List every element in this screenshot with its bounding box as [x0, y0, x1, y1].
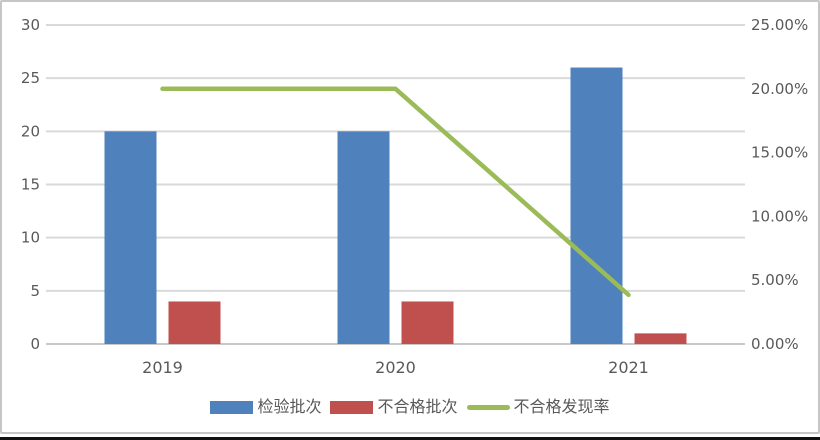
- legend-item-unqualified-rate: 不合格发现率: [466, 397, 610, 416]
- bar-unqualified-batches-2021: [634, 333, 687, 344]
- left-axis-tick-label: 15: [21, 176, 40, 194]
- legend-swatch-unqualified-rate: [466, 404, 510, 410]
- left-axis-tick-label: 30: [21, 16, 40, 34]
- legend-item-unqualified-batches: 不合格批次: [330, 397, 458, 416]
- legend-label-inspected-batches: 检验批次: [257, 397, 322, 416]
- left-axis-tick-label: 10: [21, 229, 40, 247]
- right-axis-tick-label: 5.00%: [751, 271, 799, 289]
- right-axis-tick-label: 15.00%: [751, 144, 808, 162]
- legend-swatch-inspected-batches: [210, 400, 254, 414]
- legend-item-inspected-batches: 检验批次: [210, 399, 321, 415]
- x-axis-label: 2021: [608, 358, 649, 377]
- bar-unqualified-batches-2020: [401, 301, 454, 344]
- legend-swatch-unqualified-batches: [330, 400, 374, 414]
- left-axis-tick-label: 0: [30, 335, 40, 353]
- bar-unqualified-batches-2019: [168, 301, 221, 344]
- bar-inspected-batches-2020: [337, 131, 390, 344]
- chart-legend: 检验批次 不合格批次 不合格发现率: [0, 399, 820, 415]
- bar-inspected-batches-2021: [570, 67, 623, 345]
- left-axis-tick-label: 20: [21, 122, 40, 140]
- left-axis-tick-label: 5: [30, 282, 40, 300]
- page-bottom-border: [0, 437, 820, 440]
- x-axis-label: 2020: [375, 358, 416, 377]
- left-axis-tick-label: 25: [21, 69, 40, 87]
- legend-label-unqualified-rate: 不合格发现率: [513, 397, 610, 416]
- right-axis-tick-label: 20.00%: [751, 80, 808, 98]
- right-axis-tick-label: 25.00%: [751, 16, 808, 34]
- x-axis-label: 2019: [142, 358, 183, 377]
- right-axis-tick-label: 10.00%: [751, 207, 808, 225]
- line-unqualified-rate: [160, 86, 631, 298]
- legend-label-unqualified-batches: 不合格批次: [377, 397, 458, 416]
- bar-inspected-batches-2019: [104, 131, 157, 344]
- right-axis-tick-label: 0.00%: [751, 335, 799, 353]
